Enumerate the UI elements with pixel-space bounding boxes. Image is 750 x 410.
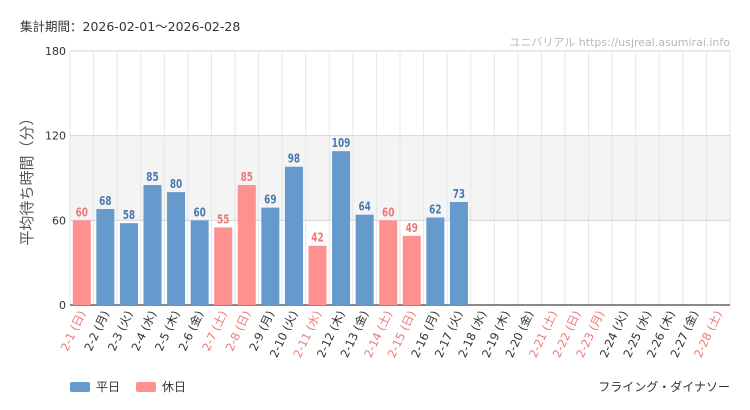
bar-value-label: 109 xyxy=(332,135,351,150)
bar-value-label: 60 xyxy=(382,204,395,219)
bar-value-label: 60 xyxy=(76,204,89,219)
bar xyxy=(402,235,421,305)
bar-value-label: 85 xyxy=(241,169,254,184)
bar xyxy=(143,185,162,305)
bar-value-label: 80 xyxy=(170,176,183,191)
y-tick-label: 120 xyxy=(45,130,66,143)
bar xyxy=(167,192,186,305)
legend-weekday[interactable]: 平日 xyxy=(70,378,120,395)
y-tick-label: 60 xyxy=(52,214,66,227)
bar-value-label: 64 xyxy=(358,199,371,214)
bar xyxy=(72,220,91,305)
bar-value-label: 62 xyxy=(429,202,441,217)
y-tick-label: 0 xyxy=(59,299,66,312)
bar-value-label: 98 xyxy=(288,151,301,166)
bar xyxy=(119,223,138,305)
bar xyxy=(190,220,209,305)
legend-holiday-swatch xyxy=(136,381,157,392)
legend-holiday[interactable]: 休日 xyxy=(136,378,186,395)
y-tick-label: 180 xyxy=(45,45,66,58)
bar xyxy=(379,220,398,305)
bar-value-label: 73 xyxy=(453,186,465,201)
bar xyxy=(214,227,233,305)
site-watermark[interactable]: ユニバリアル https://usjreal.asumirai.info xyxy=(509,36,730,49)
period-label: 集計期間：2026-02-01～2026-02-28 xyxy=(20,19,241,34)
bar-value-label: 68 xyxy=(99,193,112,208)
legend-holiday-label: 休日 xyxy=(162,380,187,394)
bar-value-label: 60 xyxy=(193,204,206,219)
bar xyxy=(261,207,280,305)
y-axis-title: 平均待ち時間（分） xyxy=(18,110,36,245)
bar-value-label: 69 xyxy=(264,192,277,207)
attraction-name: フライング・ダイナソー xyxy=(598,380,730,394)
bar-value-label: 42 xyxy=(311,230,323,245)
bar xyxy=(96,209,115,305)
legend-weekday-label: 平日 xyxy=(96,380,121,394)
bar xyxy=(237,185,256,305)
bar-value-label: 58 xyxy=(123,207,136,222)
bar xyxy=(426,217,445,305)
bar xyxy=(332,151,351,305)
bar xyxy=(449,201,468,305)
bar xyxy=(355,214,374,305)
legend: 平日 休日 xyxy=(70,378,186,395)
bar xyxy=(284,166,303,305)
bar-value-label: 49 xyxy=(406,220,419,235)
bar-value-label: 55 xyxy=(217,211,230,226)
bar-value-label: 85 xyxy=(146,169,159,184)
legend-weekday-swatch xyxy=(70,381,90,392)
bar xyxy=(308,245,327,305)
